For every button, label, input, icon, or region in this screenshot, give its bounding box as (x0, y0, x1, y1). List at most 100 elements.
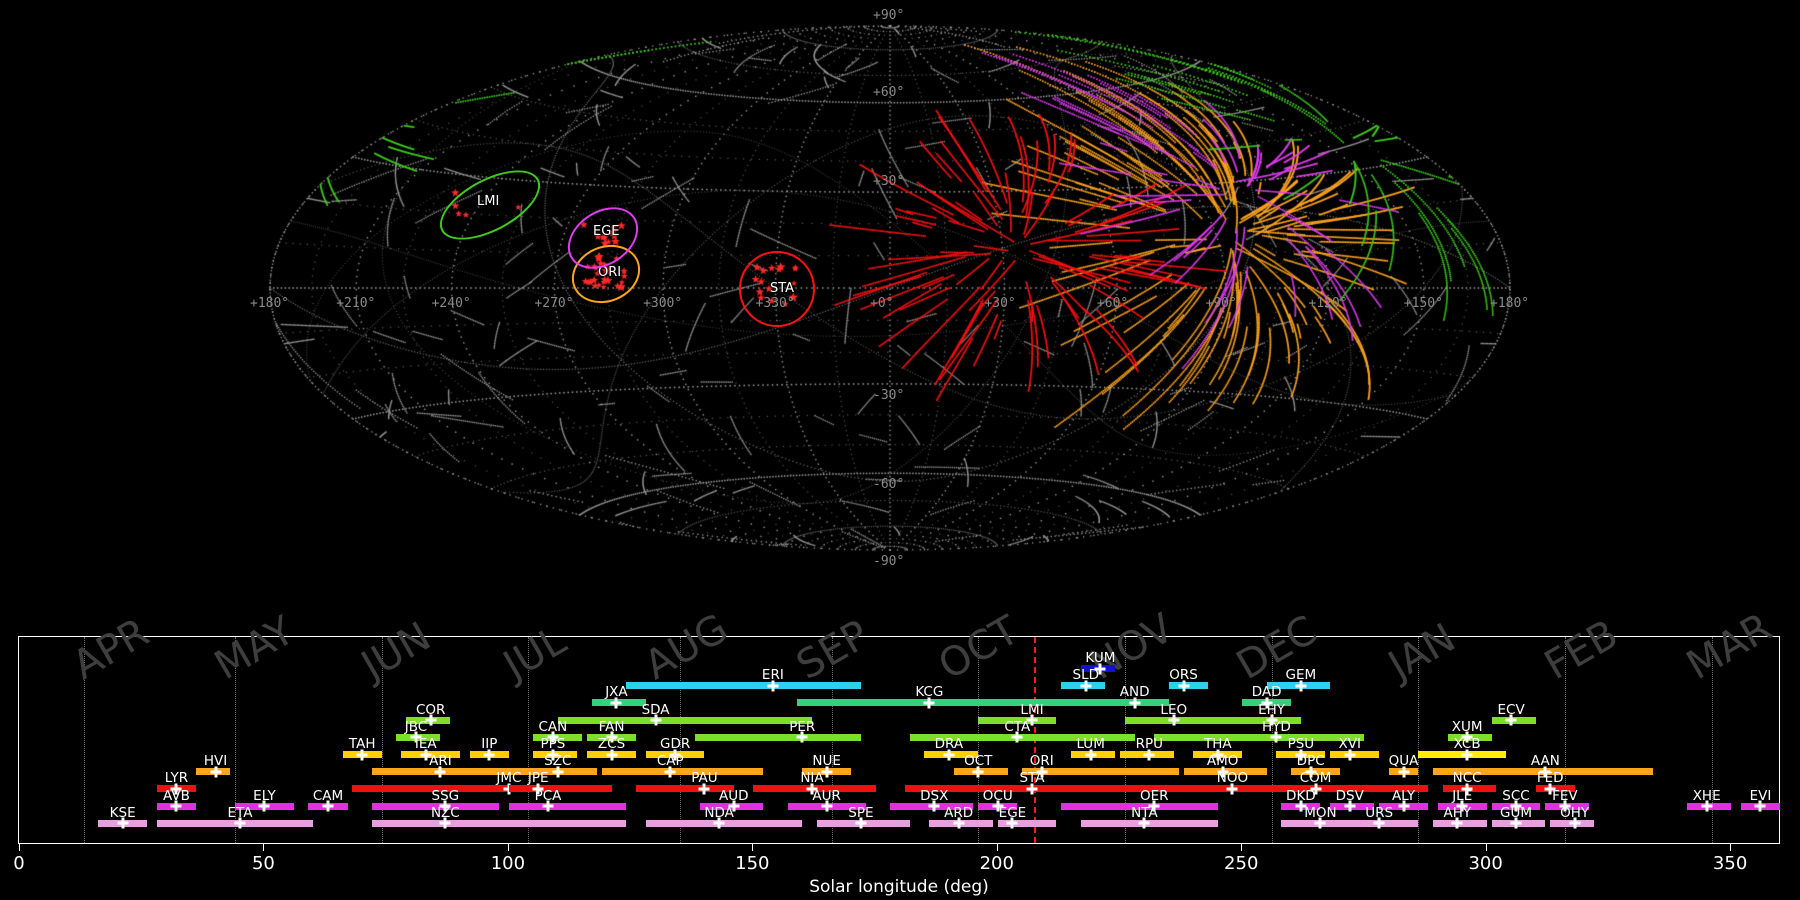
shower-bar-per[interactable] (694, 733, 861, 741)
shower-label-per: PER (789, 718, 816, 735)
shower-peak-marker-ncc (1461, 783, 1473, 795)
shower-peak-marker-cta (1011, 731, 1023, 743)
shower-peak-marker-eta (234, 817, 246, 829)
shower-bar-cap[interactable] (601, 768, 764, 776)
shower-bar-lmi[interactable] (978, 716, 1057, 724)
axis-tick-100 (507, 843, 509, 851)
shower-label-fev: FEV (1552, 787, 1578, 804)
map-lat-tick--30: -30° (873, 387, 905, 403)
shower-label-hvi: HVI (203, 753, 228, 770)
shower-label-ecv: ECV (1497, 701, 1525, 718)
map-lat-tick-+30: +30° (873, 174, 905, 190)
shower-label-aud: AUD (719, 787, 749, 804)
shower-bar-eri[interactable] (626, 682, 861, 690)
shower-peak-marker-kse (117, 817, 129, 829)
shower-label-ors: ORS (1169, 667, 1198, 684)
map-lon-tick-+210: +210° (336, 296, 376, 311)
shower-bar-jmc[interactable] (352, 785, 588, 793)
shower-peak-marker-spe (855, 817, 867, 829)
shower-peak-marker-rpu (1143, 749, 1155, 760)
shower-label-dkd: DKD (1286, 787, 1316, 804)
shower-peak-marker-cam (322, 800, 334, 812)
shower-label-fan: FAN (598, 718, 625, 735)
shower-bar-sta[interactable] (904, 785, 1199, 793)
shower-bar-and[interactable] (988, 699, 1169, 707)
shower-label-hyd: HYD (1262, 718, 1291, 735)
shower-peak-marker-hvi (210, 766, 222, 778)
shower-label-nue: NUE (812, 753, 841, 770)
map-lon-tick-+90: +90° (1205, 296, 1237, 311)
month-gridline-2 (381, 637, 383, 843)
map-lat-tick-+60: +60° (873, 84, 905, 100)
shower-label-cap: CAP (656, 753, 684, 770)
shower-label-sld: SLD (1072, 667, 1100, 684)
shower-bar-pau[interactable] (636, 785, 734, 793)
shower-peak-marker-lyr (170, 783, 182, 795)
shower-bar-ssg[interactable] (372, 802, 500, 810)
shower-label-dad: DAD (1251, 684, 1282, 701)
shower-label-ely: ELY (253, 787, 276, 804)
axis-tick-label-250: 250 (1224, 853, 1259, 874)
shower-bar-com[interactable] (1252, 785, 1428, 793)
shower-peak-marker-aan (1539, 766, 1551, 778)
shower-label-xvi: XVI (1338, 736, 1361, 752)
shower-label-gum: GUM (1500, 804, 1532, 821)
map-lat-tick--60: -60° (873, 477, 905, 493)
shower-bar-pca[interactable] (508, 802, 627, 810)
shower-peak-marker-szc (552, 766, 564, 778)
axis-tick-50 (263, 843, 265, 851)
shower-peak-marker-psu (1295, 749, 1307, 760)
shower-peak-marker-ori (1036, 766, 1048, 778)
shower-peak-marker-ecv (1505, 714, 1517, 726)
shower-label-nia: NIA (800, 770, 824, 787)
radiant-label-ege: EGE (593, 224, 620, 239)
radiant-ellipse-sta[interactable] (739, 251, 815, 327)
map-lon-tick-+120: +120° (1308, 296, 1348, 311)
shower-bar-oer[interactable] (1061, 802, 1218, 810)
solar-longitude-axis: Solar longitude (deg) 0 50 100 150 200 250 300… (13, 843, 1780, 900)
shower-peak-marker-eri (767, 680, 779, 692)
shower-label-cta: CTA (1004, 718, 1031, 735)
shower-peak-marker-mon (1314, 817, 1326, 829)
shower-peak-marker-aur (821, 800, 833, 812)
axis-title: Solar longitude (deg) (809, 877, 989, 897)
shower-peak-marker-xcb (1461, 749, 1473, 760)
shower-label-eta: ETA (227, 804, 253, 821)
shower-peak-marker-oer (1148, 800, 1160, 812)
shower-bar-hyd[interactable] (1154, 733, 1365, 741)
shower-label-spe: SPE (848, 804, 874, 821)
month-gridline-9 (1418, 637, 1420, 843)
shower-peak-marker-gdr (669, 749, 681, 760)
shower-peak-marker-aud (728, 800, 740, 812)
map-lon-tick-+270: +270° (534, 296, 574, 311)
shower-label-xum: XUM (1451, 718, 1483, 735)
shower-label-ssg: SSG (431, 787, 460, 804)
shower-bar-sda[interactable] (557, 716, 812, 724)
axis-tick-150 (752, 843, 754, 851)
shower-label-kse: KSE (109, 804, 136, 821)
month-label-jan: JAN (1380, 614, 1463, 689)
shower-peak-marker-ege (1006, 817, 1018, 829)
shower-label-dra: DRA (934, 736, 964, 752)
shower-bar-ori[interactable] (1022, 768, 1179, 776)
axis-tick-label-150: 150 (735, 853, 770, 874)
shower-label-sta: STA (1019, 770, 1045, 787)
shower-bar-kcg[interactable] (797, 699, 988, 707)
shower-bar-ari[interactable] (372, 768, 597, 776)
shower-label-evi: EVI (1749, 787, 1772, 804)
month-label-apr: APR (65, 609, 158, 689)
shower-bar-jpe[interactable] (508, 785, 612, 793)
shower-bar-leo[interactable] (1124, 716, 1262, 724)
shower-label-xhe: XHE (1692, 787, 1721, 804)
shower-label-jxa: JXA (605, 684, 628, 701)
shower-peak-marker-fev (1559, 800, 1571, 812)
shower-peak-marker-scc (1510, 800, 1522, 812)
shower-peak-marker-jle (1456, 800, 1468, 812)
map-lon-tick-+0: +0° (870, 296, 894, 311)
shower-label-avb: AVB (163, 787, 190, 804)
shower-bar-ege[interactable] (997, 819, 1057, 827)
shower-bar-nzc[interactable] (372, 819, 627, 827)
map-lat-tick-+90: +90° (873, 8, 905, 23)
shower-label-fed: FED (1536, 770, 1564, 787)
shower-label-sda: SDA (641, 701, 670, 718)
